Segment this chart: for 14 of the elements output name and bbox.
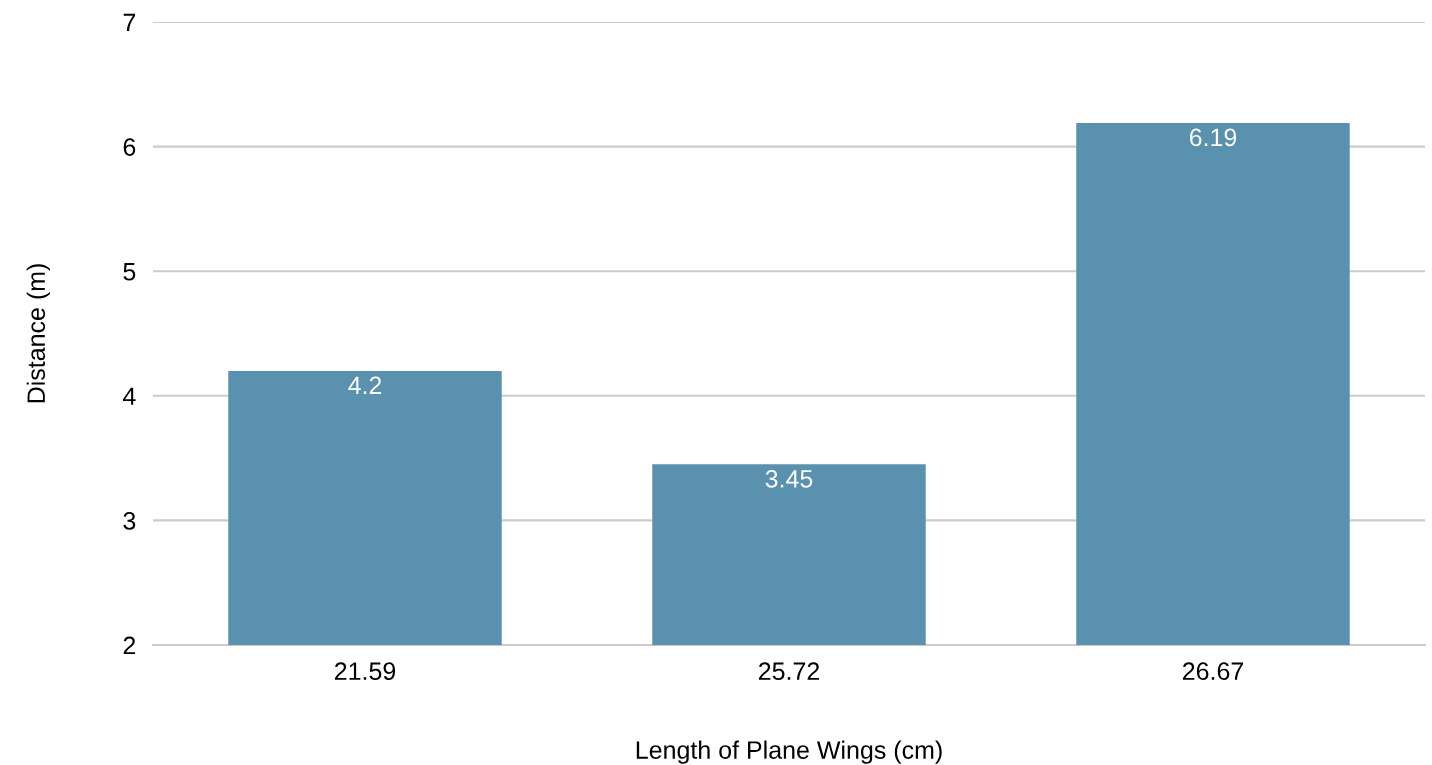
x-axis-title: Length of Plane Wings (cm) [636,740,942,764]
x-tick-label: 25.72 [758,662,820,681]
y-tick-label: 2 [123,636,136,655]
y-tick-label: 7 [123,13,136,32]
data-label: 6.19 [1189,128,1237,147]
y-tick-label: 4 [123,387,136,405]
x-tick-label: 26.67 [1182,662,1244,681]
y-tick-label: 3 [123,512,136,530]
y-axis-title: Distance (m) [26,264,50,403]
data-label: 4.2 [348,376,382,394]
y-tick-label: 5 [123,263,136,281]
data-label: 3.45 [765,469,813,488]
y-tick-label: 6 [123,138,136,156]
x-tick-label: 21.59 [334,662,396,681]
